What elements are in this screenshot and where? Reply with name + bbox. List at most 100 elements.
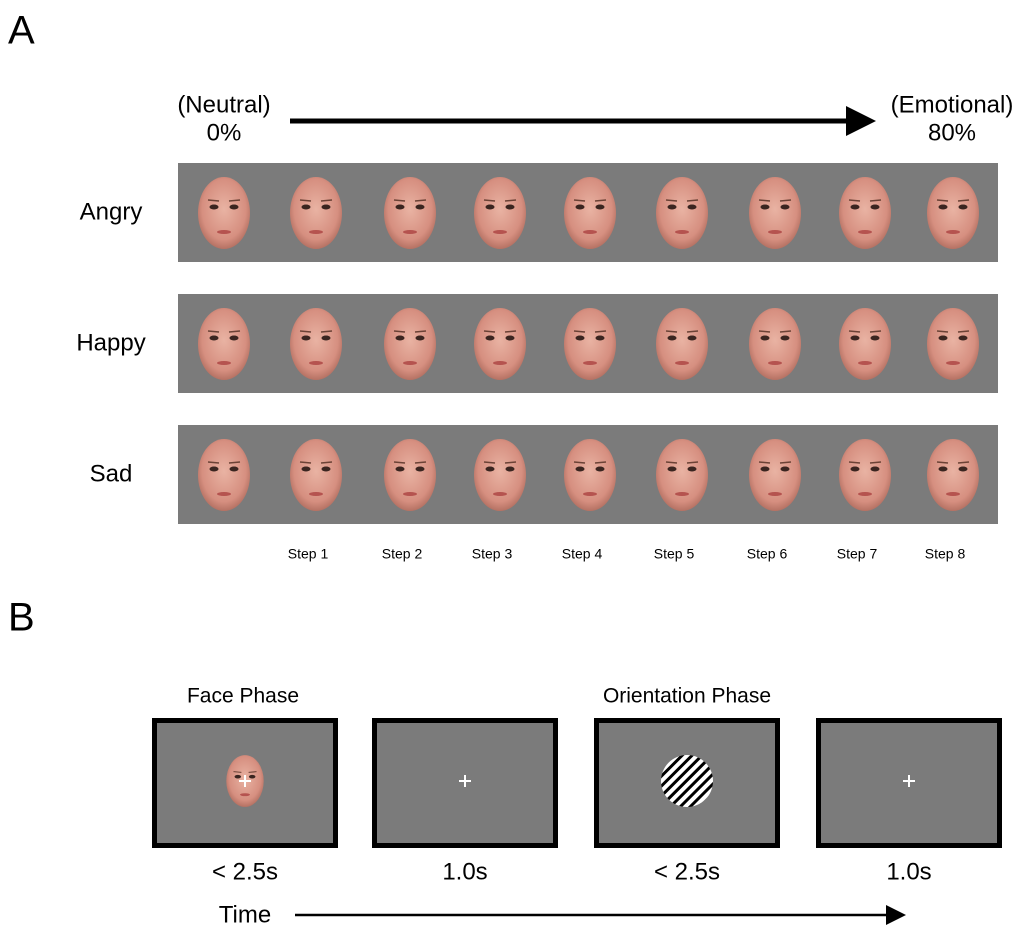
mouth xyxy=(309,230,323,234)
eye xyxy=(396,205,405,210)
brow xyxy=(958,462,969,463)
brow xyxy=(208,200,219,201)
face-skin xyxy=(839,308,891,380)
start-label: (Neutral) xyxy=(177,91,270,118)
mouth xyxy=(403,230,417,234)
row-label: Angry xyxy=(80,198,143,225)
eye xyxy=(688,467,697,472)
eye xyxy=(851,205,860,210)
brow xyxy=(937,331,948,332)
mouth xyxy=(240,793,250,796)
face xyxy=(290,177,342,249)
eye xyxy=(210,467,219,472)
face-skin xyxy=(839,177,891,249)
mouth xyxy=(858,230,872,234)
mouth xyxy=(403,361,417,365)
brow xyxy=(759,200,770,201)
eye xyxy=(761,336,770,341)
brow xyxy=(229,462,240,463)
eye xyxy=(230,336,239,341)
brow xyxy=(780,200,791,201)
brow xyxy=(780,331,791,332)
arrow-head xyxy=(846,106,876,136)
duration-label: 1.0s xyxy=(886,858,931,885)
mouth xyxy=(309,492,323,496)
eye xyxy=(322,467,331,472)
face-skin xyxy=(656,308,708,380)
eye xyxy=(506,336,515,341)
step-label: Step 8 xyxy=(925,546,966,562)
face-skin xyxy=(198,308,250,380)
brow xyxy=(321,331,332,332)
face-skin xyxy=(474,177,526,249)
face xyxy=(564,308,616,380)
face xyxy=(290,308,342,380)
start-percent: 0% xyxy=(207,119,242,146)
face xyxy=(384,177,436,249)
end-percent: 80% xyxy=(928,119,976,146)
brow xyxy=(759,331,770,332)
eye xyxy=(688,205,697,210)
brow xyxy=(849,200,860,201)
brow xyxy=(415,200,426,201)
brow xyxy=(394,462,405,463)
face xyxy=(749,439,801,511)
face-skin xyxy=(564,308,616,380)
brow xyxy=(249,772,257,773)
eye xyxy=(688,336,697,341)
eye xyxy=(396,467,405,472)
eye xyxy=(416,336,425,341)
brow xyxy=(208,462,219,463)
eye xyxy=(576,205,585,210)
face-skin xyxy=(564,177,616,249)
brow xyxy=(394,331,405,332)
mouth xyxy=(768,492,782,496)
eye xyxy=(781,467,790,472)
face-skin xyxy=(384,308,436,380)
eye xyxy=(486,467,495,472)
face xyxy=(474,177,526,249)
face xyxy=(927,177,979,249)
eye xyxy=(668,467,677,472)
face xyxy=(749,177,801,249)
eye xyxy=(959,205,968,210)
eye xyxy=(210,205,219,210)
brow xyxy=(958,331,969,332)
face-skin xyxy=(474,308,526,380)
eye xyxy=(322,205,331,210)
face xyxy=(656,439,708,511)
brow xyxy=(574,331,585,332)
brow xyxy=(505,200,516,201)
face-skin xyxy=(839,439,891,511)
face xyxy=(656,177,708,249)
duration-label: < 2.5s xyxy=(654,858,720,885)
brow xyxy=(937,462,948,463)
face xyxy=(564,439,616,511)
eye xyxy=(230,205,239,210)
mouth xyxy=(217,361,231,365)
brow xyxy=(505,462,516,463)
brow xyxy=(849,331,860,332)
mouth xyxy=(493,492,507,496)
step-label: Step 3 xyxy=(472,546,513,562)
figure: A (Neutral) 0% (Emotional) 80% AngryHapp… xyxy=(0,0,1021,928)
step-label: Step 2 xyxy=(382,546,423,562)
face xyxy=(839,439,891,511)
brow xyxy=(415,462,426,463)
brow xyxy=(300,331,311,332)
eye xyxy=(781,205,790,210)
mouth xyxy=(217,230,231,234)
eye xyxy=(939,205,948,210)
step-label: Step 4 xyxy=(562,546,603,562)
step-label: Step 1 xyxy=(288,546,329,562)
panel-label: A xyxy=(8,9,35,53)
end-label: (Emotional) xyxy=(891,91,1014,118)
brow xyxy=(595,331,606,332)
face xyxy=(474,308,526,380)
face-skin xyxy=(656,177,708,249)
face-skin xyxy=(290,177,342,249)
mouth xyxy=(583,492,597,496)
phase-title: Orientation Phase xyxy=(603,685,771,708)
face-skin xyxy=(749,439,801,511)
